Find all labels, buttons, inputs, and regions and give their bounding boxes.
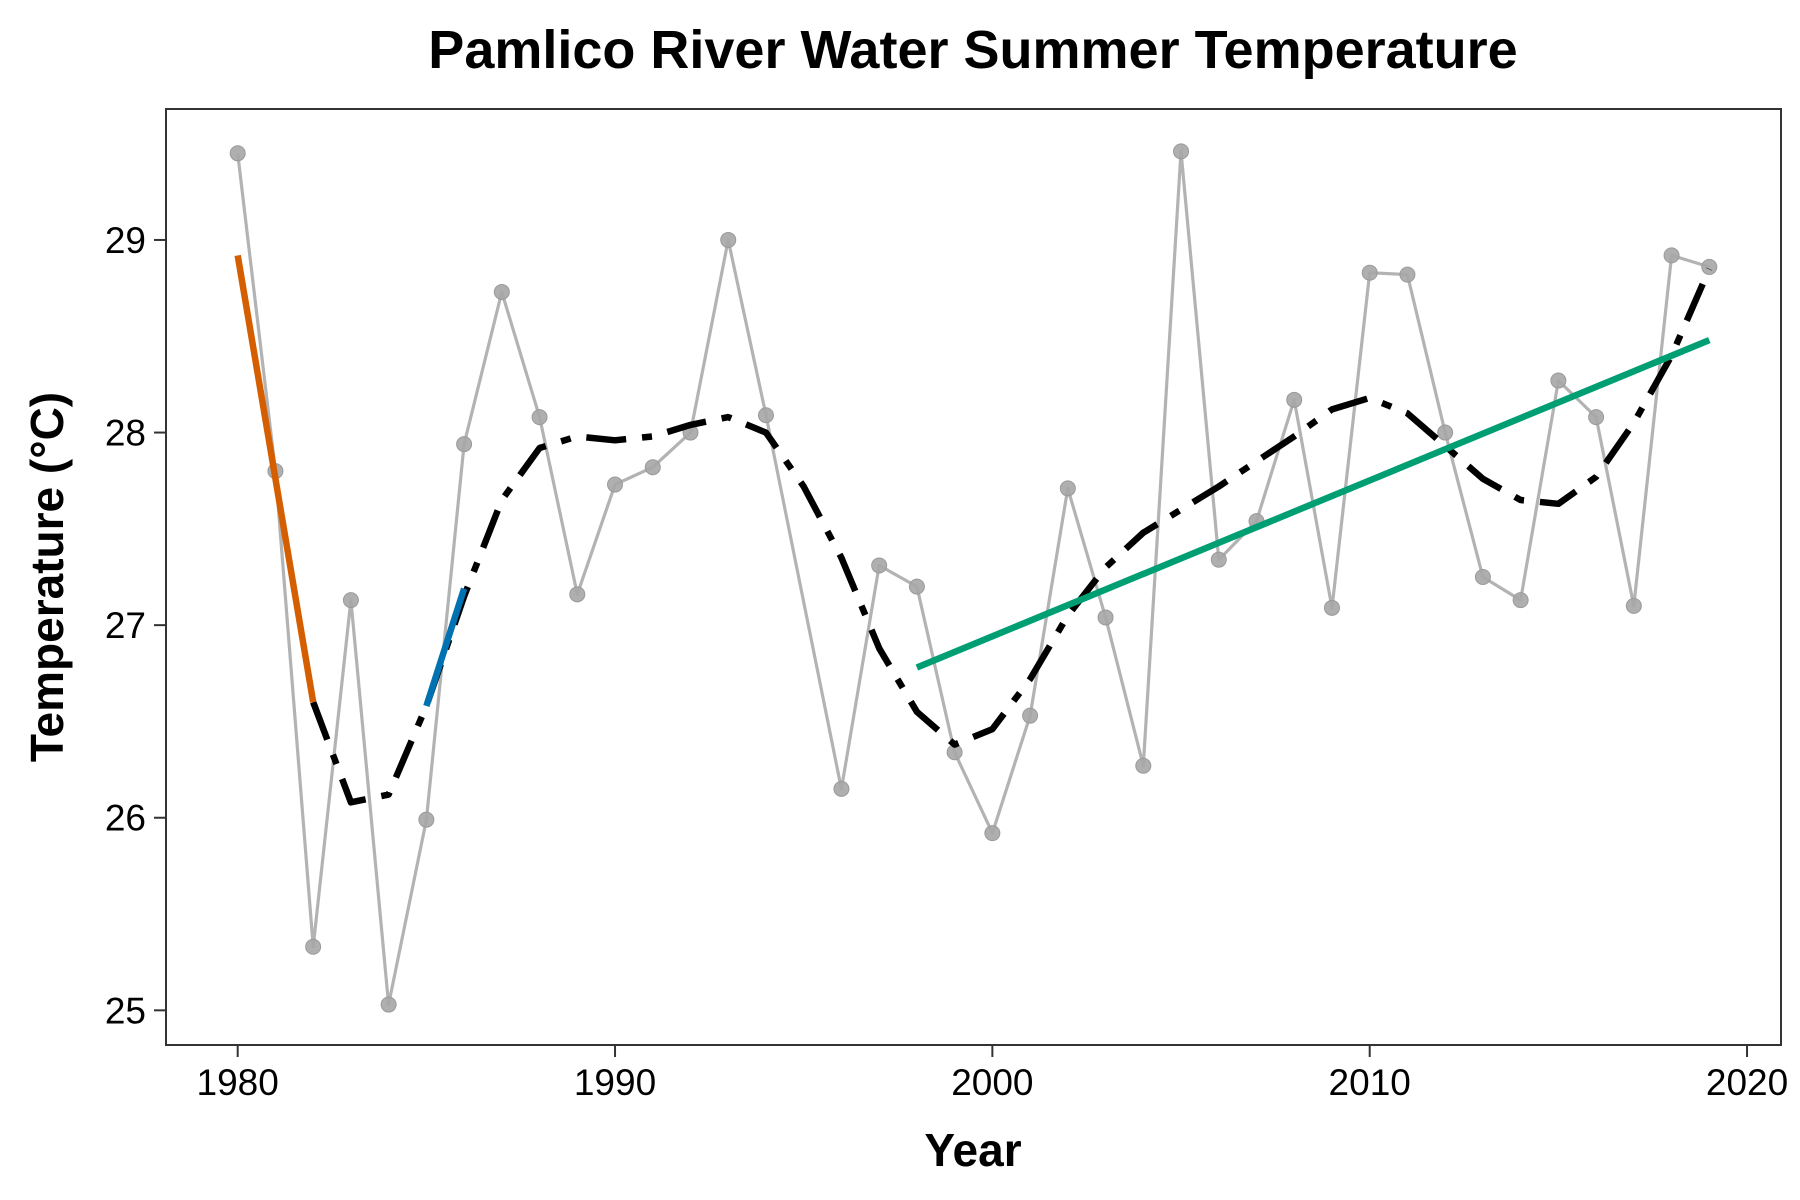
observed-point [1022, 707, 1039, 724]
y-tick-label: 25 [105, 990, 146, 1031]
observed-point [1437, 424, 1454, 441]
observed-point [1361, 264, 1378, 281]
observed-point [1059, 480, 1076, 497]
observed-point [1625, 597, 1642, 614]
observed-point [607, 476, 624, 493]
observed-point [1286, 391, 1303, 408]
observed-point [531, 409, 548, 426]
observed-point [871, 557, 888, 574]
observed-point [1550, 372, 1567, 389]
observed-point [720, 231, 737, 248]
x-tick-label: 1980 [197, 1062, 279, 1103]
smoothed-trend-line [310, 267, 1713, 806]
observed-point [1173, 143, 1190, 160]
observed-point [1474, 569, 1491, 585]
observed-point [305, 938, 322, 955]
observed-point [1323, 599, 1340, 616]
observed-point [380, 996, 397, 1013]
observed-point [229, 145, 246, 162]
significant-trend-segment-2 [234, 254, 317, 703]
observed-point [1663, 247, 1680, 264]
x-axis-title: Year [924, 1124, 1021, 1176]
observed-point [1210, 551, 1227, 568]
plot-panel [165, 108, 1782, 1046]
x-tick-label: 1990 [574, 1062, 656, 1103]
x-axis: 1980 1990 2000 2010 2020 [197, 1045, 1788, 1103]
observed-point [1399, 266, 1416, 283]
significant-trend-segment-4 [915, 337, 1711, 671]
observed-point [418, 811, 435, 828]
observed-point [984, 825, 1001, 842]
chart-title: Pamlico River Water Summer Temperature [428, 20, 1517, 80]
observed-point [456, 436, 473, 453]
observed-point [908, 578, 925, 595]
observed-point [757, 407, 774, 424]
x-tick-label: 2020 [1706, 1062, 1788, 1103]
y-tick-label: 29 [105, 220, 146, 261]
y-axis-title: Temperature (°C) [21, 392, 73, 762]
observed-point [1701, 258, 1718, 275]
observed-point [1135, 757, 1152, 774]
x-tick-label: 2010 [1329, 1062, 1411, 1103]
observed-point [1097, 609, 1114, 626]
observed-point [833, 780, 850, 797]
observed-point [493, 283, 510, 300]
y-axis: 25 26 27 28 29 [105, 220, 166, 1031]
x-tick-label: 2000 [951, 1062, 1033, 1103]
observed-point [1512, 592, 1529, 609]
observed-point [569, 586, 586, 603]
observed-point [644, 459, 661, 476]
observed-point [1588, 409, 1605, 426]
significant-trend-segment-3 [423, 587, 468, 707]
plot-layer [229, 143, 1718, 1013]
y-tick-label: 28 [105, 413, 146, 454]
y-tick-label: 27 [105, 605, 146, 646]
y-tick-label: 26 [105, 798, 146, 839]
observed-point [342, 592, 359, 609]
